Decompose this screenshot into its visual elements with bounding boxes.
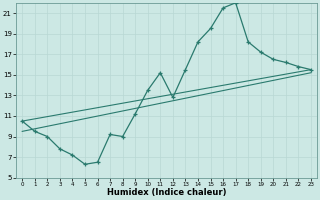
X-axis label: Humidex (Indice chaleur): Humidex (Indice chaleur) <box>107 188 226 197</box>
